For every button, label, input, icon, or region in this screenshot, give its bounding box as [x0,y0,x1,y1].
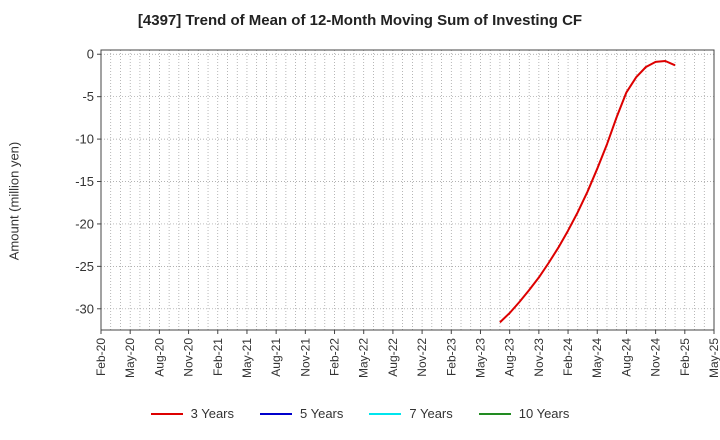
x-tick-label: Nov-22 [415,338,429,377]
legend-item: 3 Years [150,406,234,421]
x-tick-label: Nov-20 [182,338,196,377]
x-tick-label: Feb-23 [444,338,458,376]
x-tick-label: May-25 [707,338,720,378]
x-tick-label: May-24 [590,338,604,378]
y-tick-label: -10 [75,132,94,147]
x-tick-label: Aug-22 [386,338,400,377]
x-tick-label: Feb-21 [211,338,225,376]
legend-swatch [369,412,402,415]
y-tick-label: -30 [75,301,94,316]
legend-item: 7 Years [369,406,453,421]
y-tick-label: -25 [75,259,94,274]
x-tick-label: May-21 [240,338,254,378]
chart-legend: 3 Years 5 Years 7 Years 10 Years [0,406,720,421]
x-tick-label: Feb-24 [561,338,575,376]
legend-swatch [260,412,292,415]
y-tick-label: -20 [75,216,94,231]
x-tick-label: Aug-20 [152,338,166,377]
legend-label: 10 Years [518,406,570,421]
y-tick-label: -5 [82,89,94,104]
x-tick-label: Aug-21 [269,338,283,377]
legend-swatch [150,412,183,415]
chart-title: [4397] Trend of Mean of 12-Month Moving … [137,12,583,29]
plot-frame [100,49,715,331]
legend-swatch [478,412,511,415]
x-tick-label: Nov-21 [298,338,312,377]
x-tick-label: Aug-24 [619,338,633,377]
x-tick-label: May-23 [473,338,487,378]
y-tick-label: 0 [87,47,94,62]
x-tick-label: May-20 [123,338,137,378]
legend-item: 10 Years [478,406,570,421]
legend-label: 5 Years [300,406,344,421]
series-line-3-years [499,60,676,324]
x-tick-label: Feb-20 [94,338,108,376]
x-tick-label: Nov-23 [532,338,546,377]
x-tick-label: Feb-22 [328,338,342,376]
x-tick-label: Nov-24 [649,338,663,377]
y-tick-label: -15 [75,174,94,189]
legend-item: 5 Years [260,406,343,421]
x-tick-label: Aug-23 [503,338,517,377]
legend-label: 3 Years [190,406,234,421]
x-tick-label: May-22 [357,338,371,378]
x-tick-label: Feb-25 [678,338,692,376]
legend-label: 7 Years [409,406,453,421]
